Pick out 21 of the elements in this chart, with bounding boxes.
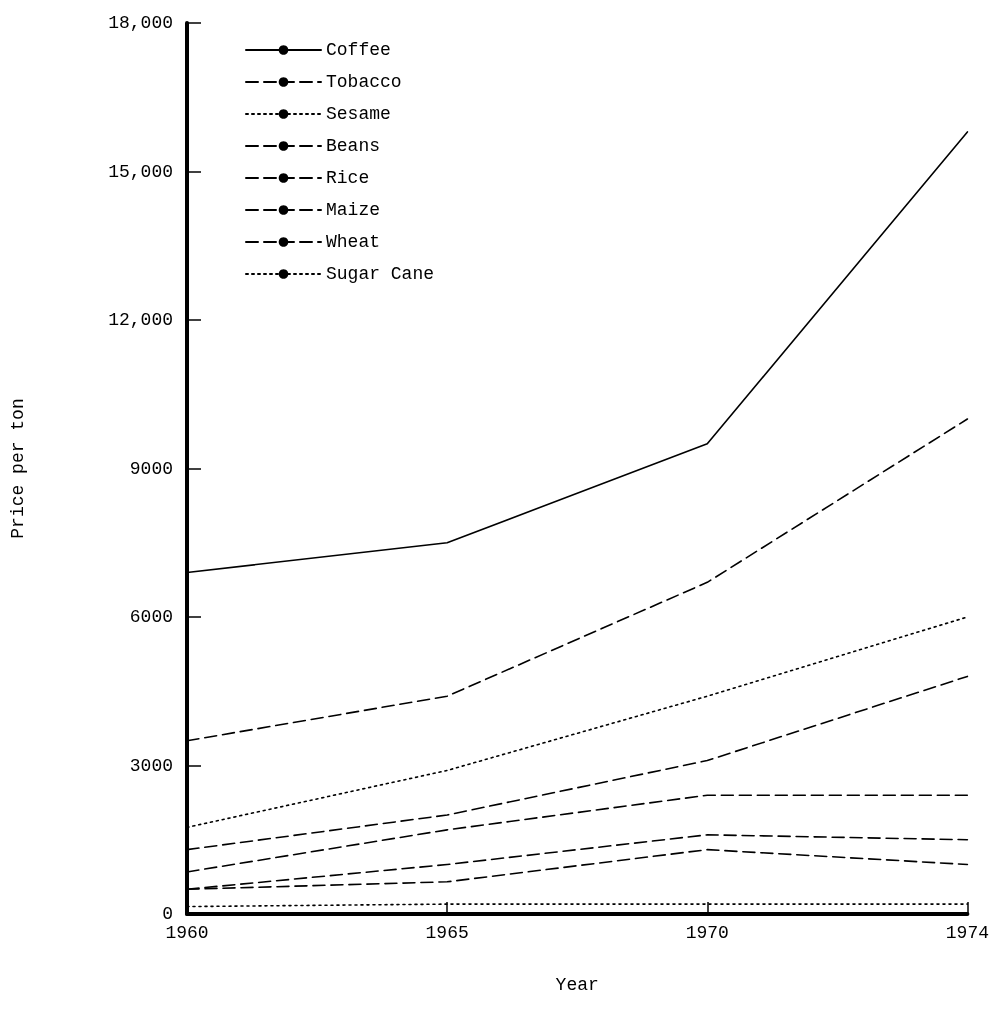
x-tick-label: 1960 bbox=[165, 923, 209, 943]
legend-label: Tobacco bbox=[326, 72, 402, 92]
legend-label: Coffee bbox=[326, 40, 391, 60]
legend-label: Beans bbox=[326, 136, 381, 156]
legend-label: Maize bbox=[326, 200, 381, 220]
y-tick-label: 12,000 bbox=[108, 310, 173, 330]
legend-label: Sugar Cane bbox=[326, 264, 435, 284]
y-tick-label: 18,000 bbox=[108, 13, 173, 33]
x-tick-label: 1965 bbox=[425, 923, 469, 943]
x-axis-title: Year bbox=[555, 975, 599, 995]
y-tick-label: 9000 bbox=[129, 458, 173, 479]
legend-label: Wheat bbox=[326, 232, 381, 252]
x-tick-label: 1974 bbox=[945, 923, 990, 943]
y-tick-label: 3000 bbox=[129, 755, 173, 776]
y-axis-title: Price per ton bbox=[8, 398, 28, 539]
y-tick-label: 15,000 bbox=[108, 161, 173, 182]
legend-label: Sesame bbox=[326, 104, 391, 124]
y-tick-label: 0 bbox=[162, 904, 173, 924]
x-tick-label: 1970 bbox=[685, 923, 729, 943]
legend-label: Rice bbox=[326, 168, 370, 188]
y-tick-label: 6000 bbox=[129, 607, 173, 627]
